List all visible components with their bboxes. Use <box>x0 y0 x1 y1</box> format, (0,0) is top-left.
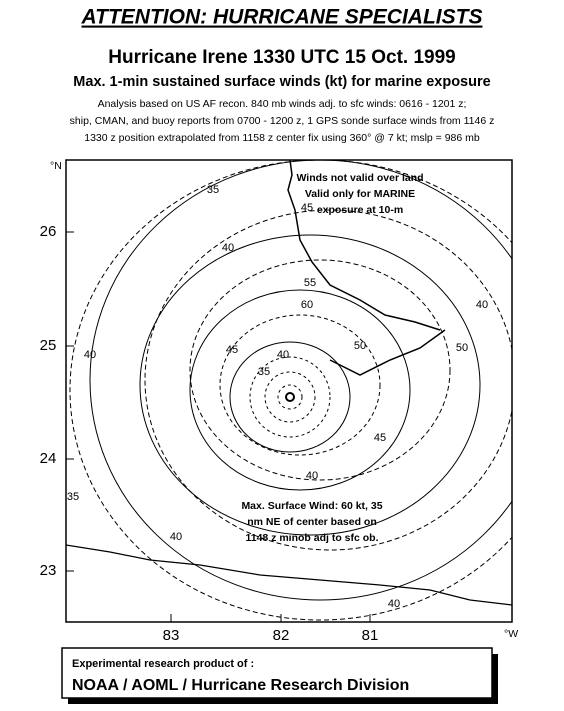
lon-unit: °W <box>504 628 518 640</box>
land-note: Valid only for MARINE <box>305 188 415 200</box>
contour-label: 40 <box>222 242 234 254</box>
lon-label: 81 <box>362 627 379 644</box>
contour-label: 45 <box>374 432 386 444</box>
footer-line: Experimental research product of : <box>72 658 254 670</box>
land-note: exposure at 10-m <box>317 204 403 216</box>
lat-label: 25 <box>40 337 57 354</box>
coastline <box>66 544 512 606</box>
contour-label: 50 <box>456 342 468 354</box>
lon-label: 83 <box>163 627 180 644</box>
contour-label: 45 <box>226 344 238 356</box>
contour-label: 60 <box>301 299 313 311</box>
lat-unit: °N <box>50 160 62 172</box>
note: 1330 z position extrapolated from 1158 z… <box>84 132 480 144</box>
contour-label: 40 <box>277 349 289 361</box>
max-wind-note: Max. Surface Wind: 60 kt, 35 <box>241 500 382 512</box>
keys <box>329 329 446 376</box>
map-frame <box>65 159 513 623</box>
contour-label: 40 <box>84 349 96 361</box>
footer: Experimental research product of : NOAA … <box>61 647 498 704</box>
contours <box>66 160 512 621</box>
contour-label: 40 <box>306 470 318 482</box>
title: Hurricane Irene 1330 UTC 15 Oct. 1999 <box>108 47 455 68</box>
max-wind-note: nm NE of center based on <box>247 516 377 528</box>
contour-label: 40 <box>388 598 400 610</box>
contour-label: 40 <box>170 531 182 543</box>
contour-label: 40 <box>476 299 488 311</box>
land-note: Winds not valid over land <box>296 172 423 184</box>
contour-label: 55 <box>304 277 316 289</box>
lon-label: 82 <box>273 627 290 644</box>
contour-label: 35 <box>67 491 79 503</box>
footer-line: NOAA / AOML / Hurricane Research Divisio… <box>72 677 409 694</box>
lat-label: 26 <box>40 223 57 240</box>
contour-label: 35 <box>207 184 219 196</box>
map <box>65 159 513 623</box>
subtitle: Max. 1-min sustained surface winds (kt) … <box>73 74 490 90</box>
banner: ATTENTION: HURRICANE SPECIALISTS <box>81 6 483 29</box>
note: Analysis based on US AF recon. 840 mb wi… <box>98 98 467 110</box>
note: ship, CMAN, and buoy reports from 0700 -… <box>70 115 495 127</box>
contour-label: 45 <box>301 202 313 214</box>
contour-label: 50 <box>354 340 366 352</box>
contour-label: 35 <box>258 366 270 378</box>
lat-label: 24 <box>40 450 57 467</box>
max-wind-note: 1148 z minob adj to sfc ob. <box>245 532 378 544</box>
lat-label: 23 <box>40 562 57 579</box>
coastline <box>287 160 441 331</box>
